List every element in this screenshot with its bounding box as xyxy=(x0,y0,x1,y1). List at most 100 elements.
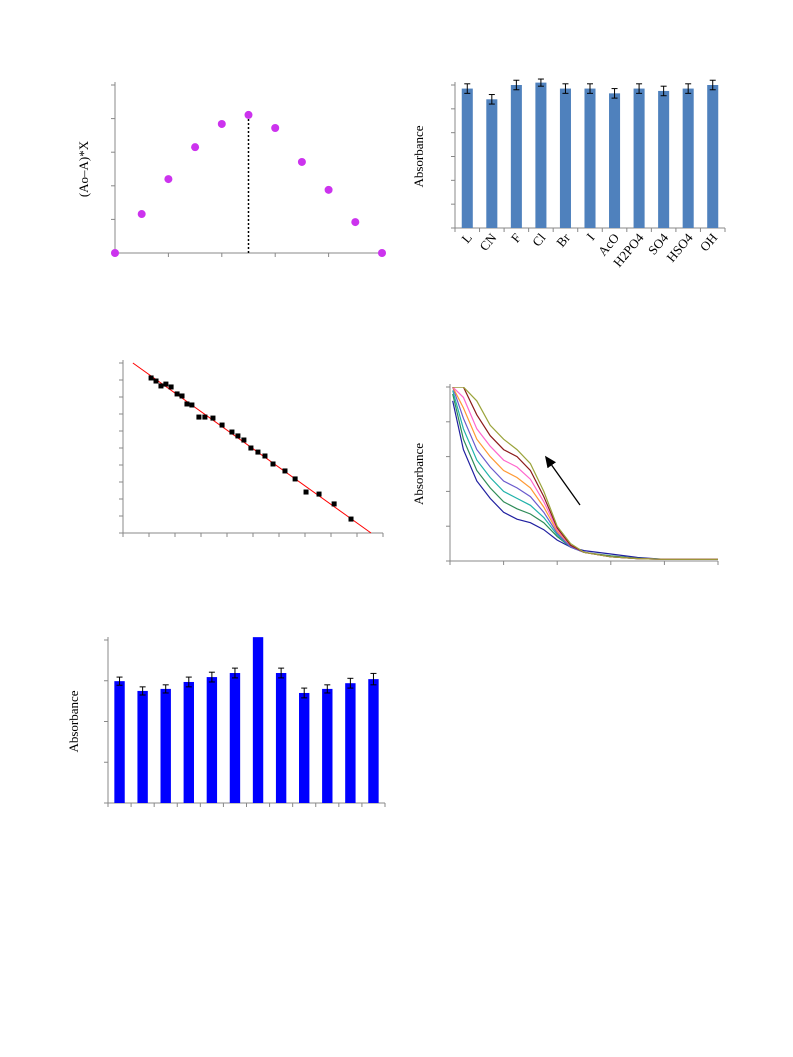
error-bar xyxy=(562,83,569,94)
spectrum-line xyxy=(452,393,718,560)
error-bar xyxy=(301,687,308,699)
bar xyxy=(559,88,571,228)
point xyxy=(163,381,169,387)
point xyxy=(210,415,216,421)
point xyxy=(168,384,174,390)
y-axis-label: Absorbance xyxy=(411,125,426,187)
point xyxy=(137,210,146,219)
bar xyxy=(206,677,218,803)
error-bar xyxy=(587,83,593,94)
bar xyxy=(707,85,719,228)
bar xyxy=(486,99,498,228)
point xyxy=(189,402,195,408)
x-tick-label: Br xyxy=(553,230,573,250)
error-bar xyxy=(116,676,123,686)
point xyxy=(229,429,235,435)
point xyxy=(297,157,306,166)
bar xyxy=(322,688,333,803)
error-bar xyxy=(660,85,667,97)
bar xyxy=(682,88,694,228)
bar xyxy=(183,681,194,803)
error-bar xyxy=(513,79,520,91)
error-bar xyxy=(636,83,643,94)
bar xyxy=(633,88,645,228)
spectrum-line xyxy=(452,387,718,560)
error-bar xyxy=(464,83,471,94)
point xyxy=(174,391,180,397)
point xyxy=(158,383,164,389)
error-bar xyxy=(611,88,618,99)
point xyxy=(244,110,253,119)
point xyxy=(378,249,386,257)
point xyxy=(331,501,337,507)
bar xyxy=(658,90,670,228)
point xyxy=(303,489,309,495)
bar xyxy=(510,85,522,228)
error-bar xyxy=(208,671,215,683)
error-bar xyxy=(685,83,692,94)
error-bar xyxy=(370,672,377,686)
point xyxy=(217,119,226,128)
bar xyxy=(137,690,148,803)
x-tick-label: CN xyxy=(476,230,499,254)
error-bar xyxy=(139,686,146,696)
bar xyxy=(114,681,125,803)
error-bar xyxy=(162,684,169,694)
point xyxy=(148,375,154,381)
x-tick-label: L xyxy=(458,230,475,246)
bar xyxy=(461,88,473,228)
x-tick-label: HSO4 xyxy=(663,230,696,265)
spectrum-line xyxy=(452,387,718,560)
point xyxy=(153,378,159,384)
point xyxy=(255,449,261,455)
point xyxy=(324,185,333,194)
point xyxy=(164,175,173,184)
error-bar xyxy=(324,684,331,694)
bar xyxy=(609,93,621,228)
error-bar xyxy=(488,94,495,105)
point xyxy=(248,445,254,451)
error-bar xyxy=(347,677,354,689)
point xyxy=(179,393,185,399)
point xyxy=(235,433,241,439)
y-axis-label: Absorbance xyxy=(66,690,81,752)
bar xyxy=(160,688,171,803)
error-bar xyxy=(185,676,192,688)
bar xyxy=(345,683,356,803)
point xyxy=(316,491,322,497)
x-tick-label: F xyxy=(508,230,524,245)
point xyxy=(262,453,268,459)
error-bar xyxy=(709,79,716,91)
spectrum-line xyxy=(452,387,718,560)
spectrum-line xyxy=(452,390,718,560)
arrow xyxy=(544,455,581,506)
point xyxy=(184,401,190,407)
y-axis-label: (Ao–A)*X xyxy=(76,140,91,197)
bar xyxy=(535,82,547,228)
point xyxy=(271,124,280,133)
point xyxy=(292,476,298,482)
error-bar xyxy=(231,667,238,679)
point xyxy=(219,422,225,428)
x-tick-label: Cl xyxy=(529,230,549,249)
x-tick-label: I xyxy=(583,230,597,243)
point xyxy=(196,414,202,420)
error-bar xyxy=(537,78,544,87)
point xyxy=(282,468,288,474)
point xyxy=(351,218,360,227)
point xyxy=(111,249,119,257)
bar xyxy=(368,679,379,803)
x-tick-label: OH xyxy=(697,230,721,254)
point xyxy=(191,143,200,152)
error-bar xyxy=(278,667,285,679)
bar xyxy=(275,673,287,803)
plot-area xyxy=(452,387,718,560)
spectrum-line xyxy=(452,387,718,560)
spectrum-line xyxy=(452,387,718,560)
bar xyxy=(299,692,310,803)
point xyxy=(270,461,276,467)
point xyxy=(348,516,354,522)
bar xyxy=(584,88,596,228)
point xyxy=(202,414,208,420)
bar xyxy=(252,637,264,803)
